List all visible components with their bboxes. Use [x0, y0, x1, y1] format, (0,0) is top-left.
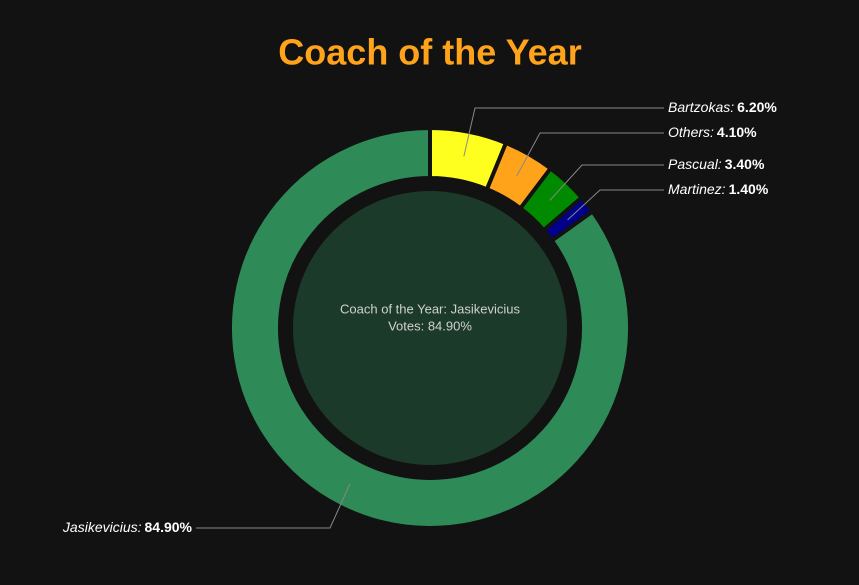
label-value: 6.20%	[737, 99, 777, 115]
center-label: Votes: 84.90%	[388, 318, 472, 333]
label-value: 3.40%	[725, 156, 765, 172]
label-name: Martinez:	[668, 181, 726, 197]
leader-line	[549, 164, 664, 201]
label-name: Bartzokas:	[668, 99, 734, 115]
label-name: Jasikevicius:	[62, 519, 142, 535]
label-name: Others:	[668, 124, 714, 140]
label-value: 1.40%	[729, 181, 769, 197]
data-label: Pascual: 3.40%	[668, 156, 765, 172]
data-label: Jasikevicius: 84.90%	[62, 519, 193, 535]
leader-line	[567, 189, 664, 221]
data-label: Martinez: 1.40%	[668, 181, 769, 197]
leader-line	[196, 483, 351, 529]
label-value: 84.90%	[145, 519, 193, 535]
donut-slice	[228, 126, 632, 530]
chart-title: Coach of the Year	[278, 32, 581, 73]
center-label: Coach of the Year: Jasikevicius	[340, 301, 520, 316]
leader-line	[516, 132, 664, 177]
data-label: Bartzokas: 6.20%	[668, 99, 777, 115]
leader-line	[463, 107, 664, 157]
label-name: Pascual:	[668, 156, 722, 172]
center-circle	[293, 191, 567, 465]
data-label: Others: 4.10%	[668, 124, 757, 140]
label-value: 4.10%	[717, 124, 757, 140]
